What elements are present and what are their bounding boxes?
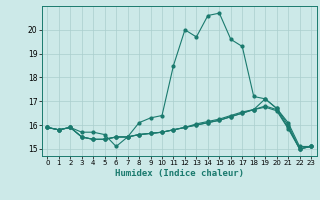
X-axis label: Humidex (Indice chaleur): Humidex (Indice chaleur) xyxy=(115,169,244,178)
